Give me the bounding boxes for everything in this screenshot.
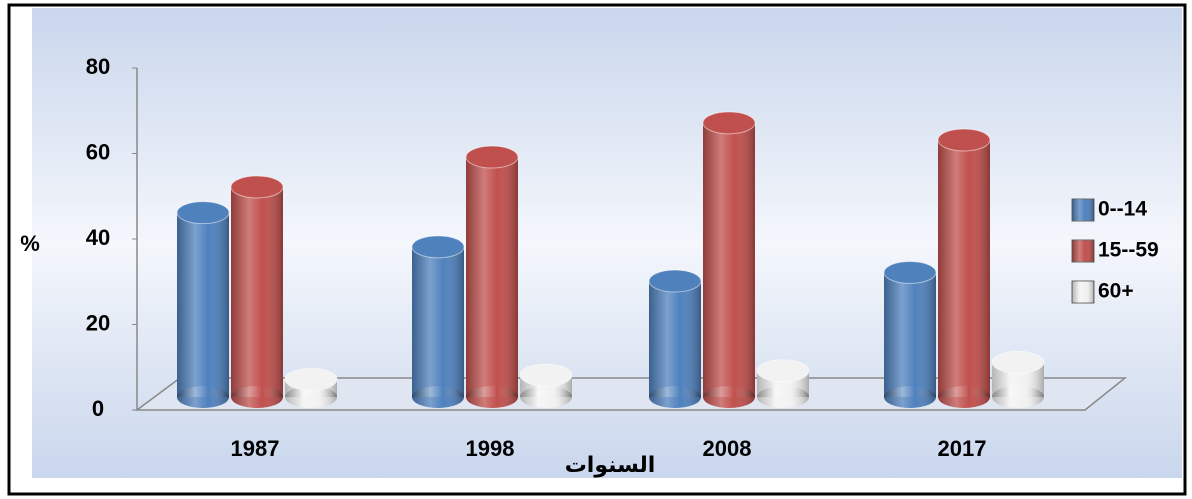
frame [7,3,1187,496]
floor [134,377,1128,411]
bar-bottom-shade [649,386,701,408]
x-tick-label: 1998 [466,436,515,461]
bar-bottom-shade [466,386,518,408]
bar [230,175,284,408]
x-axis-label: السنوات [565,452,656,478]
bar-shade [649,281,701,397]
bar [702,111,756,408]
bar [284,367,338,408]
bar-bottom-shade [884,386,936,408]
bar-shade [412,246,464,397]
bar-top [991,350,1045,374]
bar-top [230,175,284,199]
y-tick-label: 20 [86,310,110,335]
bar-shade [938,139,990,397]
bar-shade [466,157,518,397]
bar-top [756,359,810,383]
x-tick-label: 1987 [231,436,280,461]
bar-bottom-shade [285,386,337,408]
bar-bottom-shade [938,386,990,408]
bar-top [176,201,230,225]
y-axis-label: % [20,231,40,256]
y-tick-label: 40 [86,225,110,250]
y-tick-label: 0 [92,396,104,421]
bar-top [519,363,573,387]
bar-top [648,269,702,293]
bar-top [937,128,991,152]
y-tick-label: 60 [86,139,110,164]
bar-shade [177,212,229,397]
y-tick-label: 80 [86,54,110,79]
legend-label: 15--59 [1098,239,1159,262]
x-tick-label: 2017 [938,436,987,461]
bar [411,235,465,408]
bar [519,363,573,408]
bar-top [883,260,937,284]
bar-bottom-shade [412,386,464,408]
bar-bottom-shade [992,386,1044,408]
legend-label: 60+ [1098,280,1134,303]
bar-shade [231,186,283,397]
bar [648,269,702,408]
bar-top [284,367,338,391]
bar [883,260,937,408]
bar-top [702,111,756,135]
bar-bottom-shade [520,386,572,408]
bar-top [411,235,465,259]
bar [465,145,519,408]
bar-shade [884,272,936,397]
legend-swatch-shade [1072,281,1094,303]
bar [176,201,230,408]
bar-bottom-shade [231,386,283,408]
legend-swatch-shade [1072,199,1094,221]
bar-bottom-shade [177,386,229,408]
bar-bottom-shade [703,386,755,408]
bar-bottom-shade [757,386,809,408]
bar-top [465,145,519,169]
x-tick-label: 2008 [703,436,752,461]
legend-swatch-shade [1072,240,1094,262]
bar [991,350,1045,408]
bar [937,128,991,408]
legend-label: 0--14 [1098,198,1147,221]
bar-shade [703,122,755,397]
bar [756,359,810,408]
